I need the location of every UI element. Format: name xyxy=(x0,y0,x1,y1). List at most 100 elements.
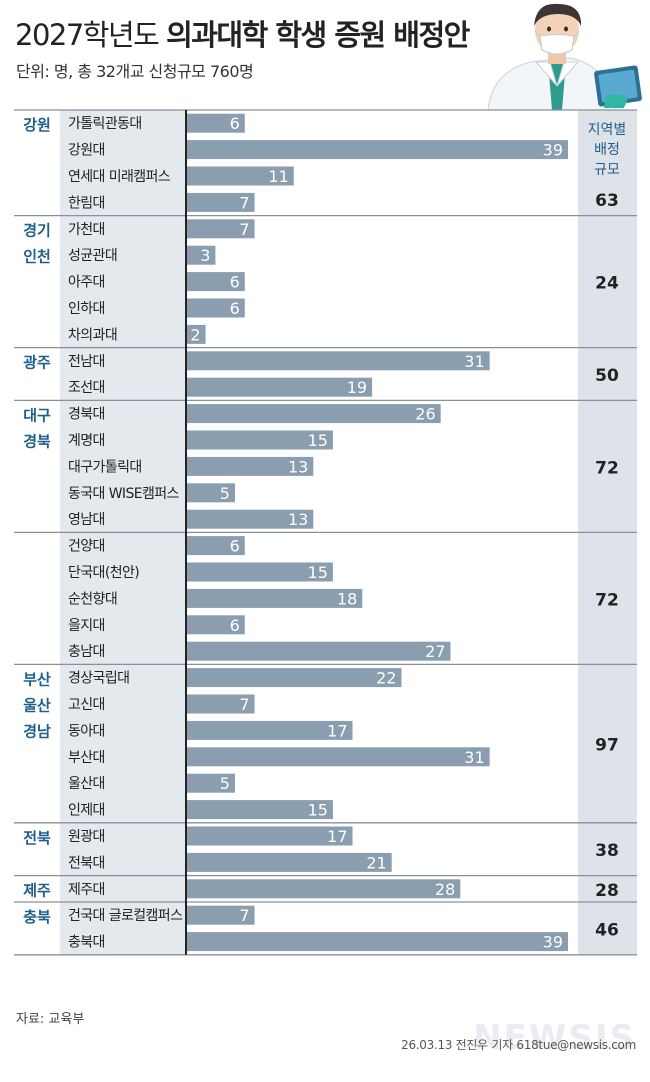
bar-value-label: 26 xyxy=(415,405,435,424)
bar xyxy=(186,324,206,344)
bar-value-label: 15 xyxy=(308,431,328,450)
group-total: 63 xyxy=(595,191,619,211)
bar xyxy=(186,588,363,608)
university-label: 차의과대 xyxy=(68,327,117,343)
bar xyxy=(186,562,333,582)
bar xyxy=(186,905,255,925)
group-total: 28 xyxy=(595,881,619,901)
bar-value-label: 31 xyxy=(464,748,484,767)
bar-value-label: 21 xyxy=(366,853,386,872)
university-label: 경상국립대 xyxy=(68,671,129,687)
total-header-label: 지역별 xyxy=(588,122,627,138)
doctor-illustration xyxy=(487,3,642,110)
bar-value-label: 11 xyxy=(268,167,288,186)
bar-value-label: 31 xyxy=(464,352,484,371)
bar-value-label: 22 xyxy=(376,669,396,688)
bar xyxy=(186,430,333,450)
university-label: 원광대 xyxy=(68,829,105,845)
bar-value-label: 13 xyxy=(288,457,308,476)
bar xyxy=(186,219,255,239)
university-label: 대구가톨릭대 xyxy=(68,459,142,475)
bar-value-label: 3 xyxy=(200,246,210,265)
university-label: 동아대 xyxy=(68,723,105,739)
bar-value-label: 15 xyxy=(308,801,328,820)
bar-value-label: 7 xyxy=(239,906,249,925)
bar xyxy=(186,932,568,952)
bar-value-label: 39 xyxy=(543,141,563,160)
bar-value-label: 6 xyxy=(230,114,240,133)
university-label: 충북대 xyxy=(68,935,105,951)
university-label: 계명대 xyxy=(68,433,105,449)
total-header-label: 배정 xyxy=(594,142,620,158)
bar-value-label: 6 xyxy=(230,299,240,318)
bar xyxy=(186,113,245,133)
bar xyxy=(186,720,353,740)
university-label: 인제대 xyxy=(68,803,105,819)
bar-value-label: 2 xyxy=(190,325,200,344)
group-total: 24 xyxy=(595,274,619,294)
bar xyxy=(186,509,314,529)
bar-value-label: 39 xyxy=(543,933,563,952)
bar xyxy=(186,166,294,186)
group-total: 72 xyxy=(595,590,619,610)
bar xyxy=(186,826,353,846)
bar xyxy=(186,773,235,793)
university-label: 부산대 xyxy=(68,750,105,766)
university-label: 건국대 글로컬캠퍼스 xyxy=(68,908,183,924)
university-label: 단국대(천안) xyxy=(68,565,139,581)
bar xyxy=(186,298,245,318)
bar xyxy=(186,456,314,476)
bar-value-label: 5 xyxy=(220,484,230,503)
bar xyxy=(186,140,568,160)
bar xyxy=(186,404,441,424)
university-label: 강원대 xyxy=(68,143,105,159)
bar-value-label: 15 xyxy=(308,563,328,582)
total-header-label: 규모 xyxy=(594,162,620,178)
bar-value-label: 6 xyxy=(230,537,240,556)
header: 2027학년도 의과대학 학생 증원 배정안 단위: 명, 총 32개교 신청규… xyxy=(0,0,650,110)
region-label: 전북 xyxy=(23,829,51,847)
university-label: 경북대 xyxy=(68,407,105,423)
region-label: 경남 xyxy=(23,722,51,740)
bar xyxy=(186,694,255,714)
newsis-watermark: NEWSIS xyxy=(473,1018,636,1058)
region-label: 광주 xyxy=(23,354,51,372)
bar-value-label: 7 xyxy=(239,193,249,212)
region-label: 인천 xyxy=(23,248,51,266)
bar-value-label: 17 xyxy=(327,827,347,846)
university-label: 가톨릭관동대 xyxy=(68,116,142,132)
bar xyxy=(186,272,245,292)
region-label: 제주 xyxy=(23,882,51,900)
university-label: 전남대 xyxy=(68,354,105,370)
region-label: 울산 xyxy=(23,696,51,714)
title-year: 2027학년도 xyxy=(15,18,160,52)
university-label: 아주대 xyxy=(68,275,105,291)
bar xyxy=(186,351,490,371)
bar xyxy=(186,536,245,556)
region-label: 강원 xyxy=(23,116,51,134)
unit-subtitle: 단위: 명, 총 32개교 신청규모 760명 xyxy=(16,62,254,81)
bar-value-label: 19 xyxy=(347,378,367,397)
university-label: 전북대 xyxy=(68,855,105,871)
university-label: 순천향대 xyxy=(68,591,117,607)
university-label: 을지대 xyxy=(68,618,105,634)
university-label: 건양대 xyxy=(68,539,105,555)
bar xyxy=(186,747,490,767)
bar xyxy=(186,852,392,872)
bar-value-label: 28 xyxy=(435,880,455,899)
group-total: 97 xyxy=(595,736,619,756)
bar xyxy=(186,377,373,397)
group-total: 72 xyxy=(595,458,619,478)
university-label: 울산대 xyxy=(68,776,105,792)
bar-value-label: 7 xyxy=(239,220,249,239)
bar-value-label: 7 xyxy=(239,695,249,714)
university-label: 충남대 xyxy=(68,644,105,660)
region-label: 대구 xyxy=(23,406,51,424)
group-total: 50 xyxy=(595,366,619,386)
page-title: 2027학년도 의과대학 학생 증원 배정안 xyxy=(15,12,470,54)
bar-value-label: 6 xyxy=(230,273,240,292)
university-label: 성균관대 xyxy=(68,248,117,264)
bar xyxy=(186,245,216,265)
region-label: 충북 xyxy=(23,908,51,926)
